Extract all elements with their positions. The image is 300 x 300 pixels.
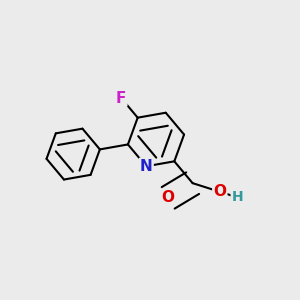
Text: N: N	[140, 159, 153, 174]
Text: F: F	[116, 91, 126, 106]
Text: O: O	[213, 184, 226, 199]
Text: H: H	[232, 190, 243, 204]
Text: O: O	[162, 190, 175, 205]
